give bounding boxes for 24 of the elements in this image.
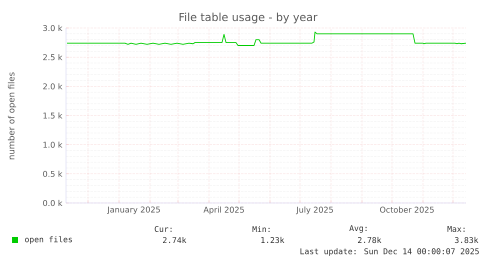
line-series <box>66 32 466 46</box>
x-tick-label: January 2025 <box>106 206 160 214</box>
y-tick-label: 0.0 k <box>43 200 62 206</box>
y-tick-label: 2.5 k <box>43 54 62 60</box>
x-tick-label: July 2025 <box>296 206 333 214</box>
y-axis-title: number of open files <box>8 72 16 160</box>
text: Cur: <box>154 226 172 232</box>
text: 1.23k <box>261 236 284 244</box>
y-tick-label: 0.5 k <box>43 170 62 177</box>
text: 2.78k <box>358 236 382 244</box>
y-tick-label: 2.0 k <box>43 83 62 90</box>
y-tick-label: 1.5 k <box>43 112 62 119</box>
text: Last update: Sun Dec 14 00:00:07 2025 <box>300 248 479 256</box>
y-tick-label: 3.0 k <box>43 24 62 32</box>
text: Avg: <box>349 225 367 233</box>
text: 2.74k <box>162 236 186 244</box>
text: 3.83k <box>454 236 478 244</box>
y-tick-label: 1.0 k <box>43 142 62 148</box>
text: Max: <box>448 226 465 232</box>
x-tick-label: October 2025 <box>380 206 434 213</box>
text: Min: <box>252 226 270 232</box>
x-tick-label: April 2025 <box>203 206 244 214</box>
chart-title: File table usage - by year <box>180 12 318 24</box>
legend-label: open files <box>25 236 72 244</box>
